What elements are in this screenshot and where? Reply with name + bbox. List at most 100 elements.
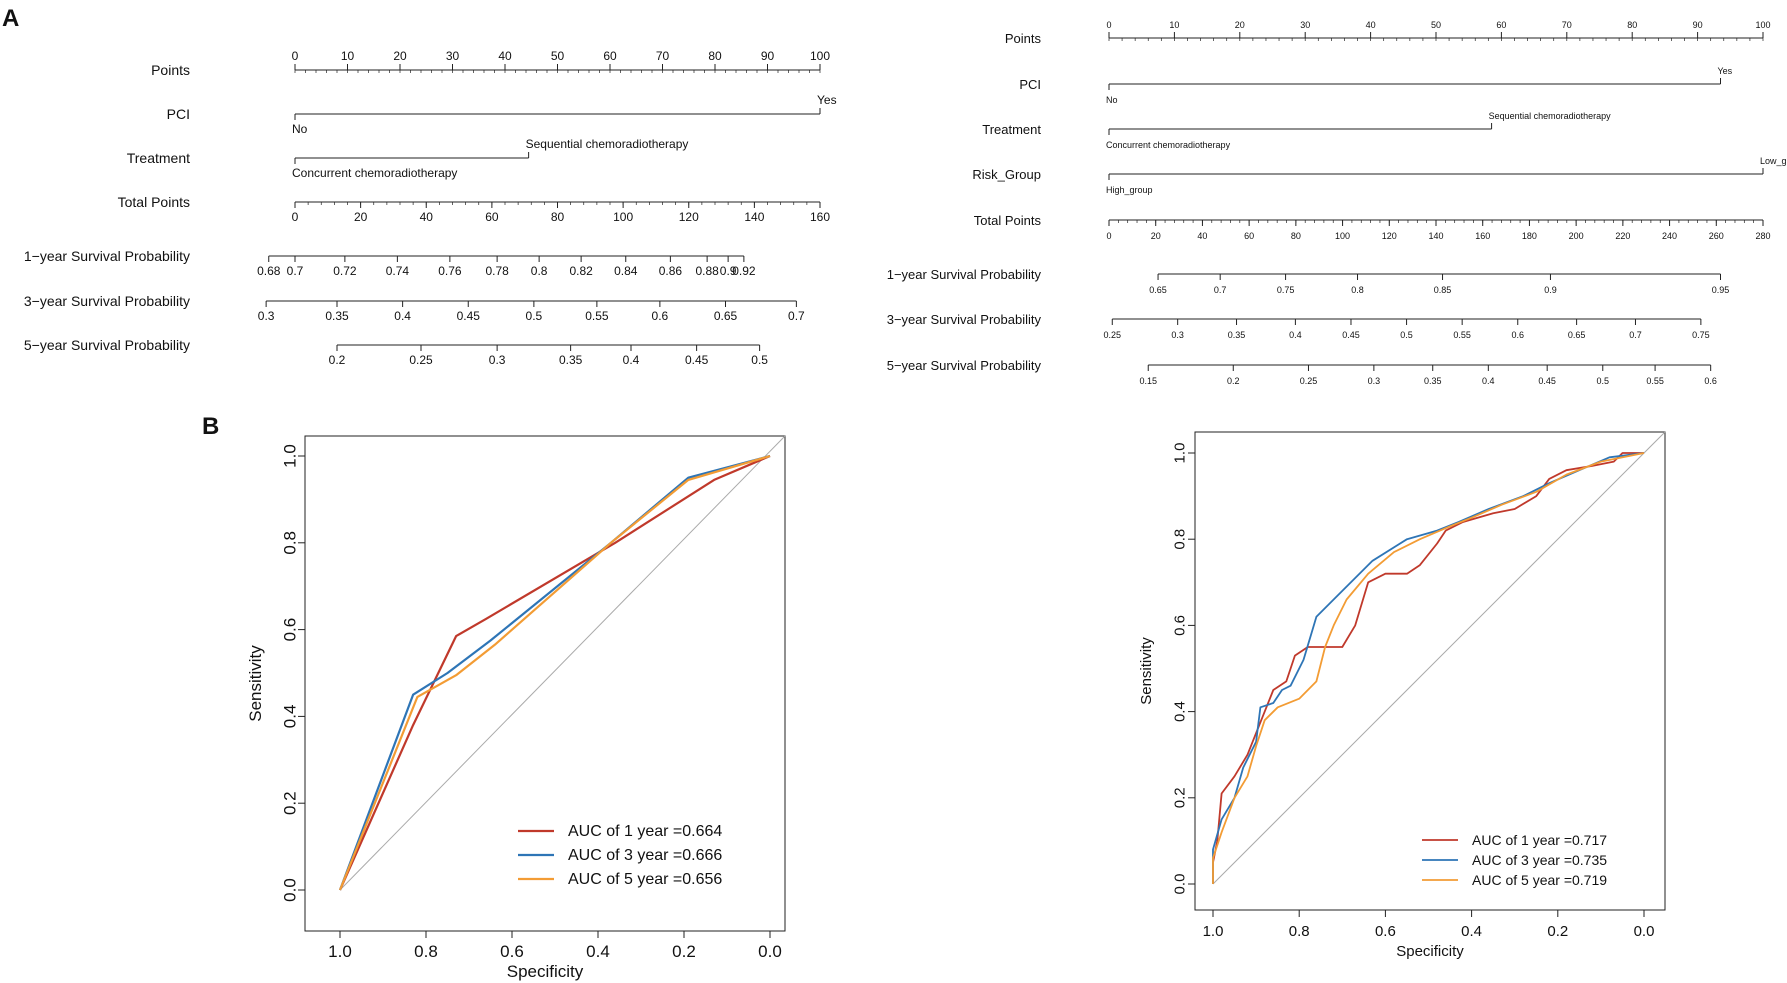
tick-label: 90 [761,49,775,63]
y-axis-label: Sensitivity [1138,637,1155,705]
row-label-total-points: Total Points [118,194,190,210]
tick-label: 140 [744,210,764,224]
level-sequential-chemoradiotherapy: Sequential chemoradiotherapy [1489,111,1612,121]
tick-label: 10 [1169,20,1179,30]
prob-tick-label: 0.55 [585,309,609,323]
legend-label-3: AUC of 5 year =0.656 [568,871,722,888]
tick-label: 90 [1693,20,1703,30]
plot-frame [304,435,786,932]
tick-label: 180 [1522,231,1537,241]
tick-label: 280 [1755,231,1770,241]
prob-tick-label: 0.65 [1149,285,1167,295]
level-no: No [292,122,308,136]
tick-label: 240 [1662,231,1677,241]
prob-tick-label: 0.4 [1482,376,1495,386]
row-label-3-year-survival-probability: 3−year Survival Probability [887,312,1042,327]
prob-tick-label: 0.55 [1646,376,1664,386]
x-tick-label: 1.0 [328,942,352,961]
tick-label: 30 [1300,20,1310,30]
prob-tick-label: 0.45 [685,353,709,367]
prob-tick-label: 0.72 [333,264,357,278]
roc-series-line-1 [338,454,771,891]
legend-label-3: AUC of 5 year =0.719 [1472,872,1607,888]
x-axis-label: Specificity [507,962,584,981]
tick-label: 200 [1569,231,1584,241]
x-tick-label: 0.8 [1289,923,1310,940]
prob-tick-label: 0.2 [329,353,346,367]
prob-tick-label: 0.4 [623,353,640,367]
row-label-1-year-survival-probability: 1−year Survival Probability [24,248,190,264]
prob-tick-label: 0.65 [714,309,738,323]
tick-label: 80 [708,49,722,63]
tick-label: 100 [1755,20,1770,30]
plot-frame [1194,431,1666,911]
prob-tick-label: 0.88 [695,264,719,278]
prob-tick-label: 0.85 [1434,285,1452,295]
prob-tick-label: 0.25 [1300,376,1318,386]
x-tick-label: 0.4 [586,942,610,961]
prob-tick-label: 0.74 [386,264,410,278]
row-label-points: Points [151,62,190,78]
row-label-pci: PCI [1019,77,1041,92]
roc-curve-right: 1.0 0.8 0.6 0.4 0.2 0.0 0.0 0.2 0.4 0.6 0.8 1.0 Spec… [1138,431,1666,960]
roc-series-line-3 [1212,452,1645,884]
diagonal-reference-line [339,435,786,891]
y-tick-label: 1.0 [281,444,300,468]
row-label-treatment: Treatment [127,150,190,166]
row-label-treatment: Treatment [982,122,1041,137]
tick-label: 70 [656,49,670,63]
tick-label: 100 [613,210,633,224]
prob-tick-label: 0.3 [258,309,275,323]
prob-tick-label: 0.9 [1544,285,1557,295]
prob-tick-label: 0.4 [1289,330,1302,340]
y-tick-label: 0.2 [281,791,300,815]
prob-tick-label: 0.8 [531,264,548,278]
row-label-5-year-survival-probability: 5−year Survival Probability [24,337,190,353]
tick-label: 0 [292,49,299,63]
x-tick-label: 0.6 [500,942,524,961]
prob-tick-label: 0.25 [1104,330,1122,340]
level-yes: Yes [1717,66,1732,76]
tick-label: 140 [1428,231,1443,241]
level-high-group: High_group [1106,185,1153,195]
tick-label: 60 [1244,231,1254,241]
y-tick-label: 0.8 [1172,529,1189,550]
tick-label: 160 [810,210,830,224]
tick-label: 260 [1709,231,1724,241]
prob-tick-label: 0.3 [1171,330,1184,340]
prob-tick-label: 0.5 [1597,376,1610,386]
prob-tick-label: 0.25 [409,353,433,367]
tick-label: 10 [341,49,355,63]
prob-tick-label: 0.68 [257,264,281,278]
x-tick-label: 0.2 [672,942,696,961]
y-axis-label: Sensitivity [246,645,265,722]
prob-tick-label: 0.35 [1228,330,1246,340]
y-tick-label: 1.0 [1172,443,1189,464]
prob-tick-label: 0.7 [788,309,805,323]
x-axis-label: Specificity [1396,943,1464,960]
x-tick-label: 0.2 [1547,923,1568,940]
tick-label: 80 [551,210,565,224]
roc-curve-left: 1.0 0.8 0.6 0.4 0.2 0.0 0.0 0.2 0.4 0.6 0.8 1.0 Spec… [246,435,786,981]
tick-label: 20 [354,210,368,224]
y-tick-label: 0.8 [281,531,300,555]
tick-label: 60 [603,49,617,63]
y-tick-label: 0.6 [281,618,300,642]
prob-tick-label: 0.8 [1351,285,1364,295]
prob-tick-label: 0.6 [652,309,669,323]
prob-tick-label: 0.3 [1368,376,1381,386]
level-concurrent-chemoradiotherapy: Concurrent chemoradiotherapy [292,166,457,180]
nomogram-left: Points 0 10 20 30 40 50 60 70 80 90 100 PCI No Yes Trea… [24,49,837,367]
tick-label: 30 [446,49,460,63]
prob-tick-label: 0.4 [394,309,411,323]
prob-tick-label: 0.7 [1214,285,1227,295]
prob-tick-label: 0.7 [287,264,304,278]
row-label-points: Points [1005,31,1042,46]
prob-tick-label: 0.6 [1511,330,1524,340]
roc-series-line-3 [338,454,771,891]
tick-label: 80 [1291,231,1301,241]
roc-series-line-1 [1212,452,1644,884]
panel-label-b: B [202,413,219,440]
prob-tick-label: 0.3 [489,353,506,367]
